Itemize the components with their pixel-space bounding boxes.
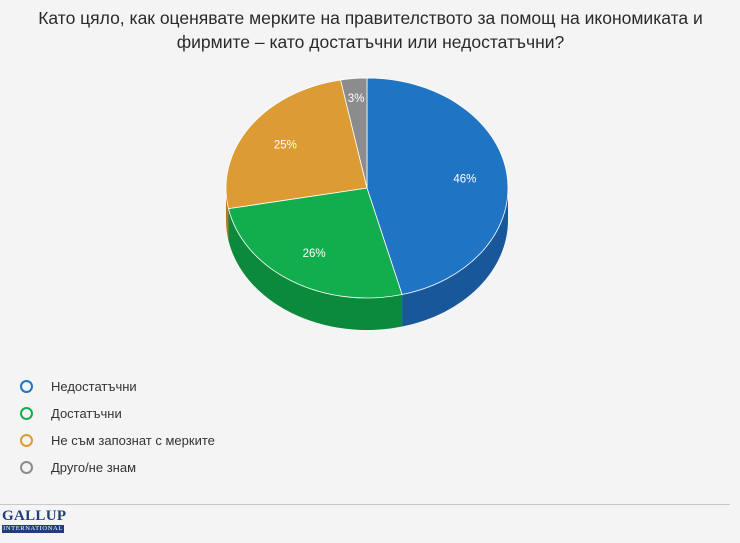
pie-slice-1 — [228, 187, 403, 299]
legend-marker-icon — [20, 380, 33, 393]
logo-main-text: GALLUP — [2, 508, 67, 524]
pie-label-1: 26% — [303, 248, 326, 260]
chart-title: Като цяло, как оценявате мерките на прав… — [38, 8, 703, 52]
legend-item-2: Не съм запознат с мерките — [20, 427, 215, 454]
gallup-international-logo: GALLUP INTERNATIONAL — [2, 509, 66, 535]
pie-slice-3 — [340, 77, 368, 189]
pie-slice-2 — [225, 79, 368, 210]
pie-side-0 — [402, 188, 508, 327]
footer-divider — [0, 504, 730, 505]
legend-item-1: Достатъчни — [20, 400, 215, 427]
legend-item-0: Недостатъчни — [20, 373, 215, 400]
logo-sub-text: INTERNATIONAL — [2, 525, 64, 533]
pie-side-1 — [228, 208, 403, 330]
pie-label-0: 46% — [453, 173, 476, 185]
legend-label: Недостатъчни — [51, 379, 137, 394]
pie-label-3: 3% — [348, 93, 365, 105]
legend-label: Не съм запознат с мерките — [51, 433, 215, 448]
pie-slice-0 — [366, 77, 509, 296]
legend-marker-icon — [20, 461, 33, 474]
legend-label: Достатъчни — [51, 406, 122, 421]
legend-item-3: Друго/не знам — [20, 454, 215, 481]
legend-marker-icon — [20, 434, 33, 447]
legend-marker-icon — [20, 407, 33, 420]
pie-label-2: 25% — [274, 140, 297, 152]
legend-label: Друго/не знам — [51, 460, 137, 475]
legend: Недостатъчни Достатъчни Не съм запознат с … — [20, 373, 215, 481]
